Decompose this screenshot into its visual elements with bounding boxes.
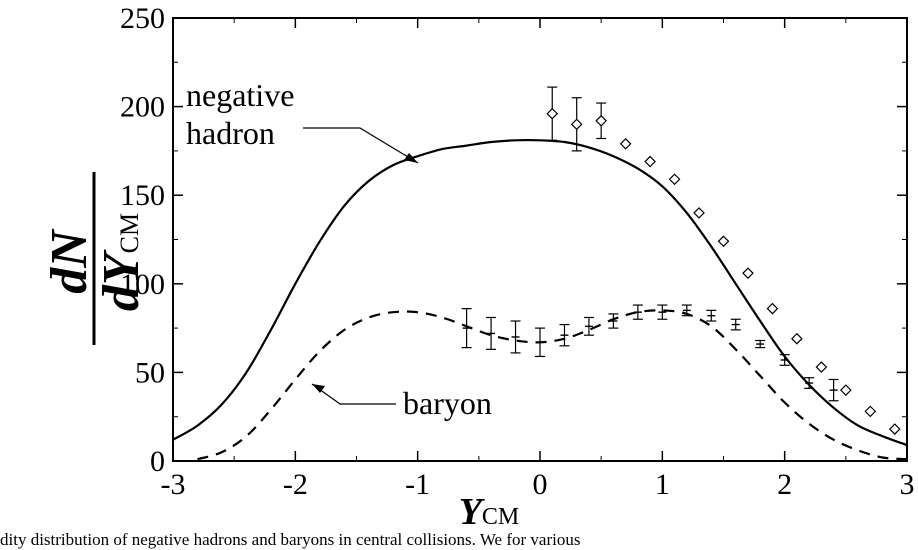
x-axis-title-sub: CM — [482, 504, 519, 530]
data-point-hadron — [595, 102, 608, 140]
data-point-hadron — [619, 137, 632, 150]
annotation-baryon-arrow — [311, 383, 396, 405]
data-point-baryon — [755, 339, 766, 349]
data-point-baryon — [657, 304, 668, 320]
data-point-hadron — [839, 384, 852, 396]
x-axis-title: YCM — [459, 491, 520, 530]
x-tick-label: 2 — [777, 468, 792, 501]
data-point-baryon — [559, 323, 570, 347]
data-point-baryon — [486, 316, 497, 350]
x-tick-label: -1 — [405, 468, 430, 501]
annotation-hadron: hadron — [186, 115, 275, 151]
annotation-hadron-arrow — [303, 127, 419, 164]
svg-text:dYCM: dYCM — [93, 213, 150, 311]
series-line-baryon — [197, 309, 908, 461]
data-point-hadron — [668, 173, 681, 186]
data-point-hadron — [742, 267, 754, 280]
x-tick-label: -2 — [283, 468, 308, 501]
rapidity-chart: -3 -2 -1 0 1 2 3 0 50 100 150 200 250 negative hadro… — [41, 2, 915, 530]
y-tick-label: 50 — [135, 356, 165, 389]
x-tick-label: -3 — [161, 468, 186, 501]
y-tick-label: 250 — [120, 2, 165, 35]
data-point-hadron — [644, 155, 656, 168]
y-axis-title: dN dYCM — [41, 172, 150, 345]
x-tick-label: 1 — [655, 468, 670, 501]
data-point-baryon — [510, 320, 521, 354]
annotation-negative: negative — [186, 77, 294, 113]
data-point-hadron — [791, 332, 803, 345]
data-point-hadron — [888, 423, 901, 435]
y-axis-title-denominator: dY — [93, 249, 150, 311]
annotation-baryon: baryon — [403, 385, 492, 421]
data-point-hadron — [864, 405, 877, 418]
y-tick-label: 100 — [120, 268, 165, 301]
data-point-baryon — [608, 313, 619, 329]
x-tick-label: 3 — [900, 468, 915, 501]
data-point-baryon — [461, 308, 472, 349]
figure-caption: dity distribution of negative hadrons an… — [0, 530, 581, 549]
data-point-baryon — [583, 316, 594, 336]
data-point-hadron — [546, 86, 559, 141]
data-point-hadron — [815, 361, 828, 373]
data-points-layer — [461, 86, 901, 435]
data-point-baryon — [632, 304, 643, 320]
data-point-hadron — [766, 302, 779, 315]
y-axis-title-numerator: dN — [41, 228, 98, 294]
y-tick-label: 0 — [150, 445, 165, 478]
svg-text:dN: dN — [41, 228, 98, 294]
data-point-baryon — [779, 354, 790, 366]
series-line-negative-hadron — [172, 138, 908, 447]
y-axis-title-denominator-sub: CM — [115, 213, 144, 253]
data-point-baryon — [828, 378, 839, 402]
y-tick-label: 200 — [120, 91, 165, 124]
data-point-baryon — [706, 309, 717, 322]
x-axis-title-main: Y — [459, 491, 486, 530]
data-point-baryon — [804, 377, 815, 389]
data-point-baryon — [681, 304, 692, 317]
ticks-layer: -3 -2 -1 0 1 2 3 0 50 100 150 200 250 — [120, 2, 915, 501]
data-point-hadron — [693, 207, 705, 219]
y-tick-label: 150 — [120, 179, 165, 212]
x-tick-label: 0 — [533, 468, 548, 501]
data-point-baryon — [730, 318, 741, 331]
data-point-hadron — [570, 97, 583, 152]
data-point-baryon — [535, 327, 545, 358]
curves-layer — [172, 138, 908, 461]
data-point-hadron — [717, 235, 730, 248]
